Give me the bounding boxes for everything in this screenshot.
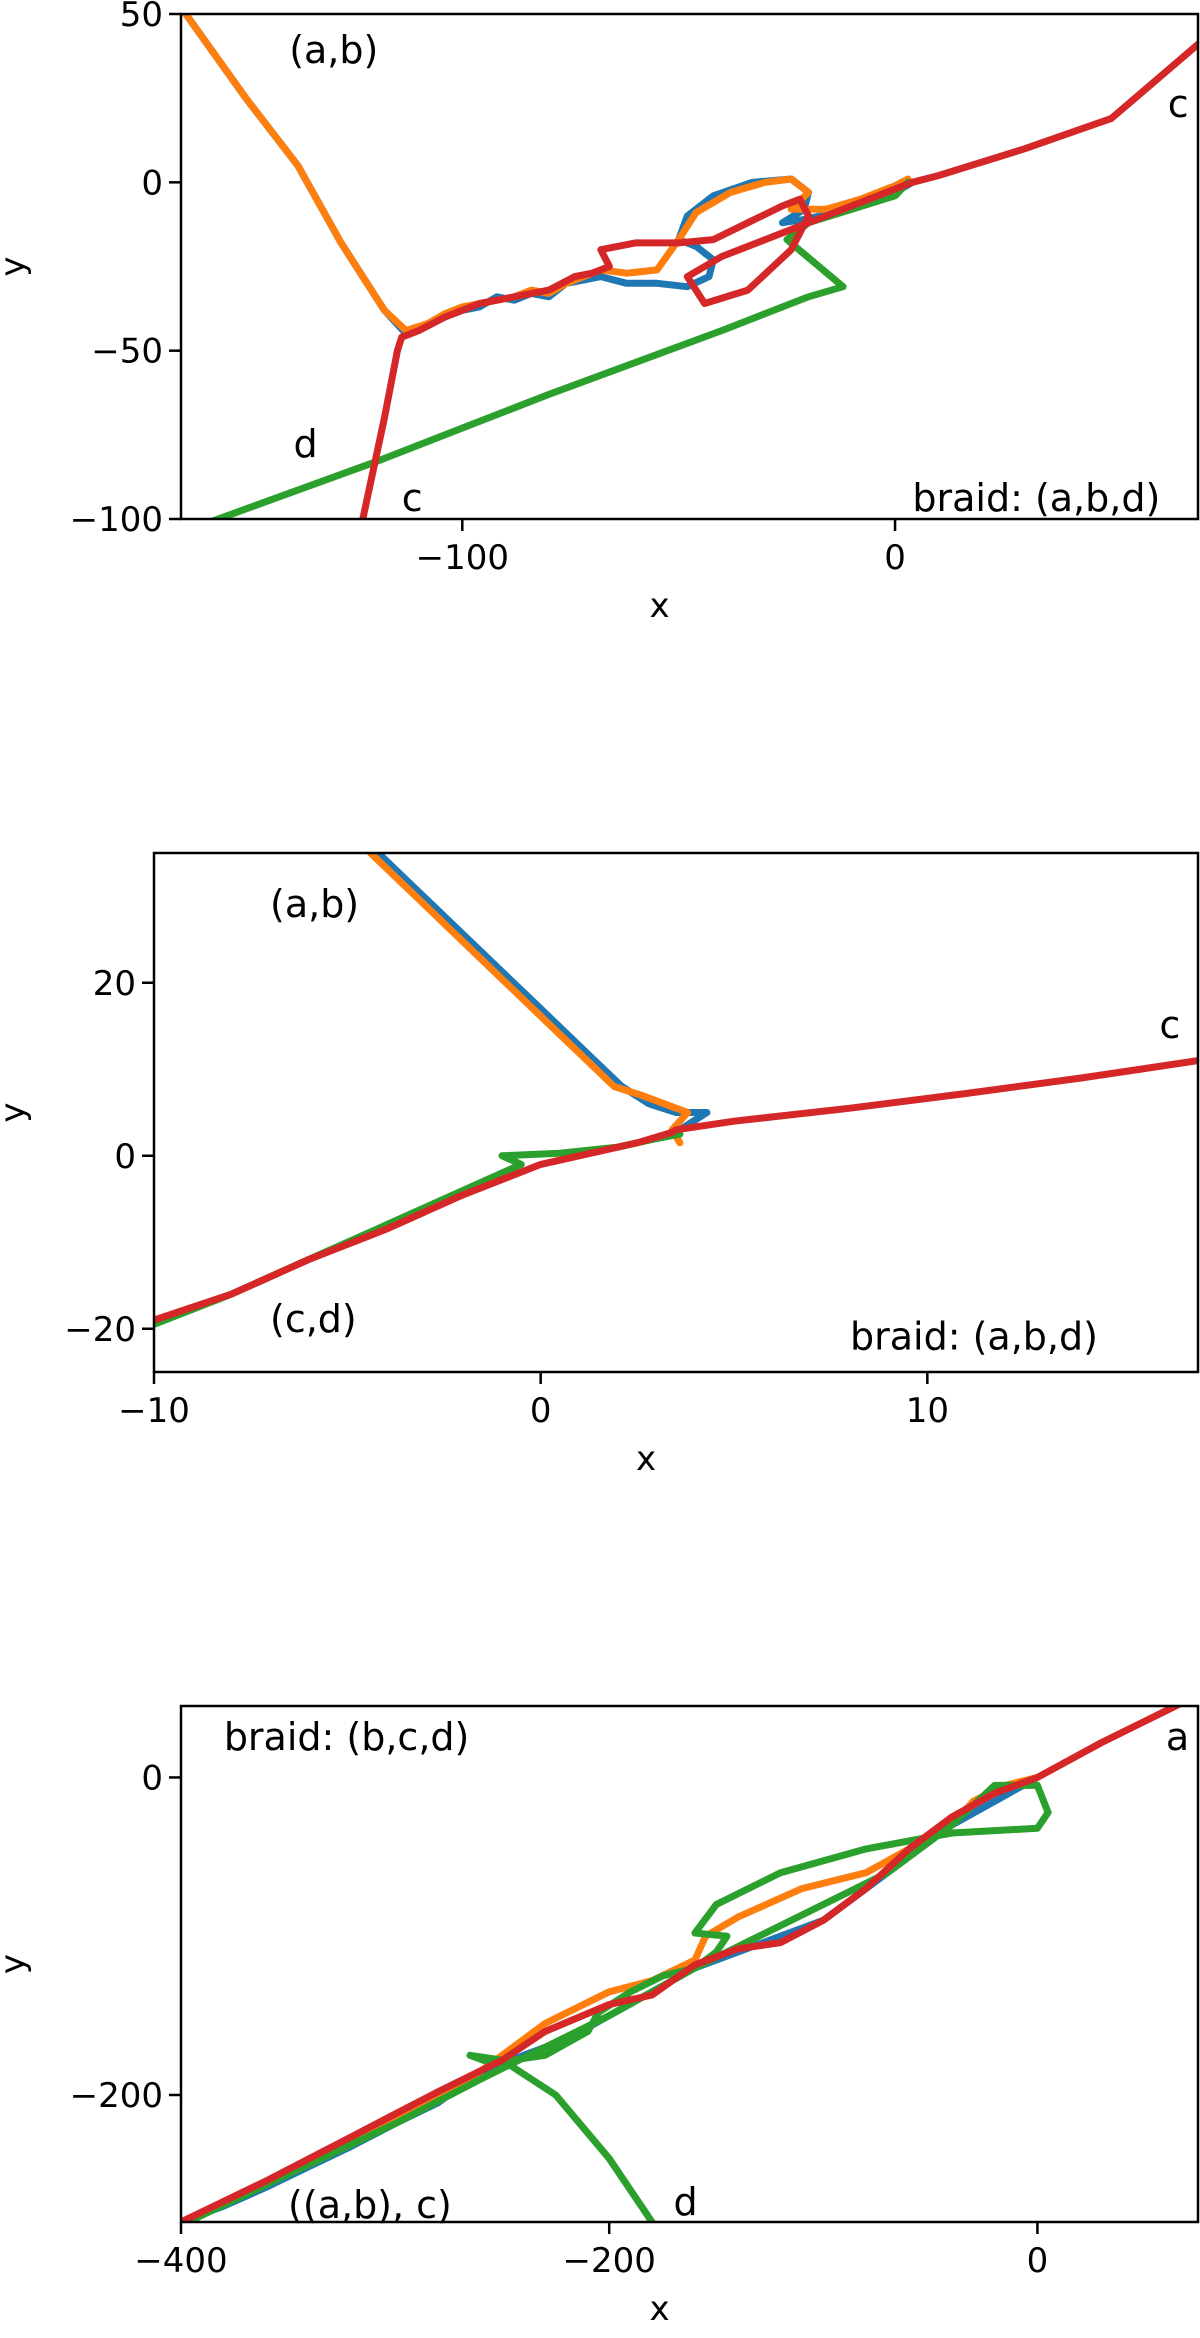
series-line-red [359, 40, 1198, 519]
annotation: (c,d) [270, 1297, 357, 1341]
x-tick-label: −100 [416, 538, 509, 578]
y-tick-label: −20 [64, 1310, 136, 1350]
series-line-red [154, 1057, 1198, 1324]
chart-panel-1: −100 0 −100 −50 0 50 x y (a,b) c d c braid: (a,b,d) [0, 0, 1200, 626]
y-tick-label: 0 [114, 1137, 136, 1177]
x-tick-label: 0 [1027, 2241, 1049, 2281]
annotation: braid: (a,b,d) [912, 476, 1160, 520]
annotation: (a,b) [270, 882, 359, 926]
annotation: c [402, 476, 423, 520]
annotation: braid: (a,b,d) [850, 1314, 1098, 1358]
y-axis-label: y [0, 1954, 33, 1974]
x-axis-label: x [649, 2289, 669, 2329]
y-axis-label: y [0, 256, 33, 276]
series-group [181, 1706, 1184, 2222]
annotation: (a,b) [289, 28, 378, 72]
x-tick-label: −200 [563, 2241, 656, 2281]
x-axis-label: x [649, 586, 669, 626]
y-tick-label: 0 [141, 163, 163, 203]
axes-frame [179, 1704, 1200, 2224]
series-group [154, 853, 1198, 1328]
x-tick-label: −10 [118, 1391, 190, 1431]
y-tick-label: 20 [93, 964, 136, 1004]
x-tick-label: 0 [530, 1391, 552, 1431]
x-tick-label: 0 [884, 538, 906, 578]
x-tick-label: 10 [906, 1391, 949, 1431]
x-axis-label: x [636, 1439, 656, 1479]
y-tick-label: 50 [120, 0, 163, 35]
chart-panel-2: −10 0 10 −20 0 20 x y (a,b) c (c,d) braid: (a,b,d) [0, 851, 1200, 1479]
annotation: c [1159, 1003, 1180, 1047]
y-axis-label: y [0, 1102, 33, 1122]
series-group [181, 14, 1198, 519]
chart-panel-3: −400 −200 0 −200 0 x y braid: (b,c,d) a ((a,b), c… [0, 1704, 1200, 2329]
series-line-blue [374, 853, 711, 1134]
y-tick-label: −50 [91, 332, 163, 372]
annotation: ((a,b), c) [288, 2183, 452, 2227]
annotation: c [1168, 82, 1189, 126]
annotation: a [1166, 1715, 1189, 1759]
x-tick-label: −400 [134, 2241, 227, 2281]
y-tick-label: −200 [70, 2076, 163, 2116]
y-tick-label: −100 [70, 500, 163, 540]
annotation: d [673, 2180, 697, 2224]
axes-frame [179, 12, 1200, 521]
series-line-orange [367, 853, 692, 1147]
axes-frame [152, 851, 1200, 1374]
series-line-red [181, 1706, 1184, 2222]
y-tick-label: 0 [141, 1758, 163, 1798]
series-line-green [207, 178, 912, 519]
annotation: braid: (b,c,d) [224, 1715, 470, 1759]
annotation: d [294, 422, 318, 466]
